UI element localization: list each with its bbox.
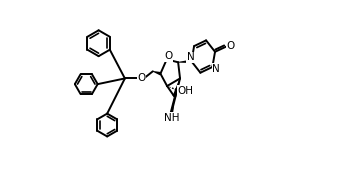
Text: N: N — [187, 52, 194, 62]
Text: OH: OH — [177, 86, 194, 96]
Polygon shape — [153, 71, 161, 75]
Text: NH: NH — [164, 113, 179, 123]
Polygon shape — [172, 78, 180, 97]
Text: O: O — [165, 51, 173, 61]
Text: N: N — [212, 63, 220, 74]
Polygon shape — [170, 96, 175, 113]
Text: O: O — [226, 41, 234, 51]
Polygon shape — [178, 60, 192, 63]
Text: O: O — [137, 73, 146, 83]
